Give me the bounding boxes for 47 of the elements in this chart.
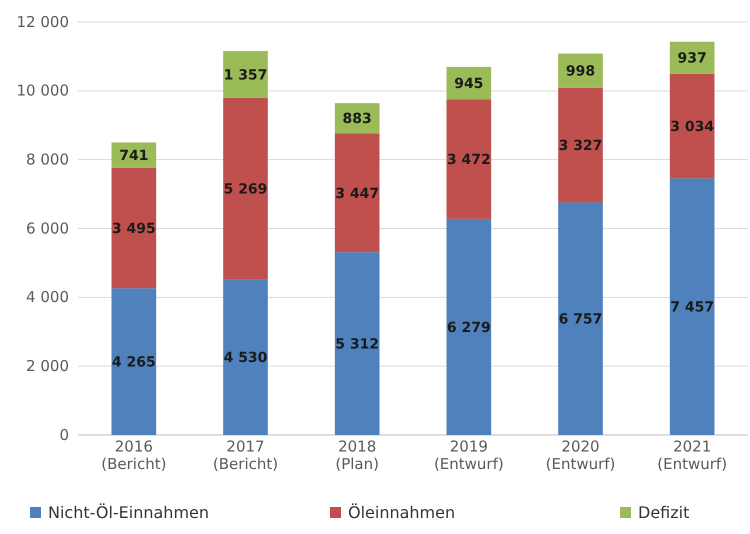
y-tick-label: 4 000 bbox=[26, 288, 69, 306]
legend-label: Nicht-Öl-Einnahmen bbox=[48, 503, 210, 522]
data-label: 6 279 bbox=[446, 320, 491, 336]
bar bbox=[334, 252, 380, 435]
data-label: 998 bbox=[566, 64, 596, 80]
bar bbox=[558, 88, 603, 202]
data-label: 4 265 bbox=[112, 354, 156, 371]
y-tick-label: 0 bbox=[59, 426, 69, 444]
bar bbox=[112, 168, 156, 288]
x-tick-label: 2018 (Plan) bbox=[335, 438, 379, 473]
bar bbox=[446, 99, 492, 219]
data-label: 3 447 bbox=[335, 186, 380, 202]
bar bbox=[223, 98, 268, 280]
bar bbox=[223, 51, 268, 98]
data-label: 1 357 bbox=[224, 67, 268, 84]
data-label: 741 bbox=[119, 148, 148, 164]
bar bbox=[223, 279, 268, 435]
bar bbox=[446, 218, 492, 435]
x-tick-label: 2020 (Entwurf) bbox=[546, 438, 616, 473]
legend-label: Defizit bbox=[638, 503, 690, 522]
data-label: 5 312 bbox=[335, 336, 380, 352]
x-tick-label: 2016 (Bericht) bbox=[101, 438, 166, 473]
y-tick-label: 2 000 bbox=[26, 356, 69, 375]
y-tick-label: 10 000 bbox=[16, 82, 69, 100]
data-label: 5 269 bbox=[224, 181, 268, 198]
data-label: 4 530 bbox=[224, 350, 268, 366]
bar bbox=[670, 178, 714, 435]
data-label: 945 bbox=[454, 76, 484, 92]
bar bbox=[334, 134, 380, 252]
data-label: 7 457 bbox=[670, 300, 714, 316]
y-tick-label: 8 000 bbox=[26, 150, 69, 168]
data-label: 883 bbox=[342, 111, 372, 128]
x-tick-label: 2017 (Bericht) bbox=[212, 438, 278, 473]
x-tick-label: 2019 (Entwurf) bbox=[434, 438, 504, 473]
x-tick-label: 2021 (Entwurf) bbox=[657, 438, 728, 473]
bar bbox=[670, 74, 714, 178]
data-label: 937 bbox=[678, 50, 707, 67]
data-label: 6 757 bbox=[558, 312, 602, 328]
bar bbox=[112, 288, 156, 435]
data-label: 3 327 bbox=[558, 138, 602, 154]
data-label: 3 034 bbox=[670, 119, 714, 136]
bar bbox=[558, 202, 603, 435]
y-tick-label: 12 000 bbox=[16, 12, 69, 31]
data-label: 3 472 bbox=[446, 152, 491, 168]
legend-label: Öleinnahmen bbox=[348, 503, 456, 522]
y-tick-label: 6 000 bbox=[26, 219, 69, 238]
data-label: 3 495 bbox=[112, 220, 156, 237]
